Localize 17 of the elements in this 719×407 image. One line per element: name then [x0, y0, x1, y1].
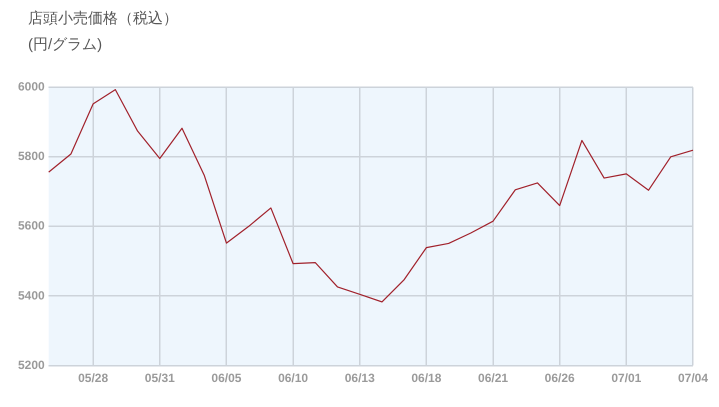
chart-subtitle: (円/グラム): [27, 35, 104, 55]
y-tick-label: 5800: [18, 149, 46, 164]
y-tick-label: 5400: [18, 288, 46, 302]
y-tick-label: 5200: [18, 358, 46, 372]
y-tick-label: 5600: [18, 218, 46, 233]
x-tick-label: 06/21: [478, 371, 508, 386]
x-tick-label: 06/05: [211, 371, 242, 386]
x-tick-label: 06/26: [544, 371, 576, 386]
x-tick-label: 05/28: [78, 371, 108, 386]
x-tick-label: 07/01: [611, 371, 642, 386]
x-tick-label: 06/10: [278, 371, 308, 386]
x-tick-label: 06/18: [411, 371, 442, 386]
x-tick-label: 05/31: [144, 371, 176, 386]
chart-title: 店頭小売価格（税込）: [27, 9, 179, 29]
y-tick-label: 6000: [18, 80, 46, 94]
x-tick-label: 06/13: [344, 371, 376, 386]
x-tick-label: 07/04: [678, 371, 708, 386]
